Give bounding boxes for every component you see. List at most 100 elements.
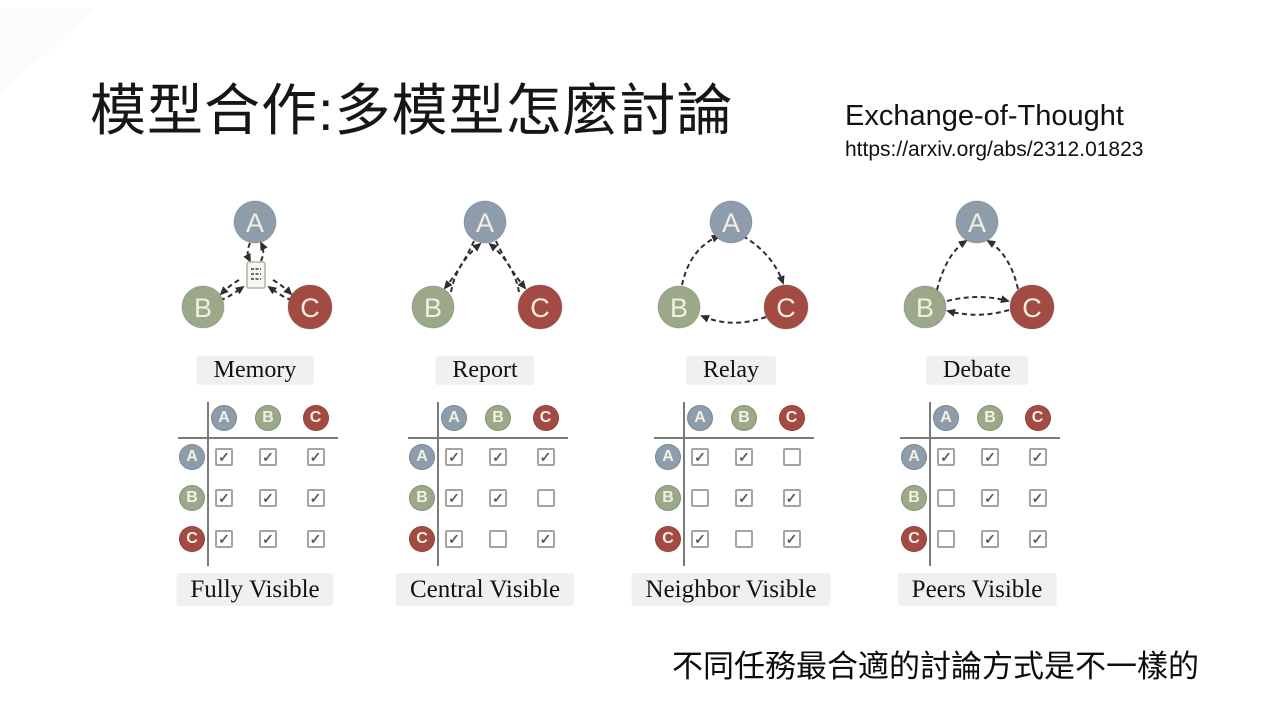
visibility-matrix: A B C A ✓ ✓ B ✓ ✓ C ✓ ✓	[620, 400, 842, 576]
edge-c-to-hub	[267, 285, 293, 301]
memory-pad-icon	[246, 261, 266, 289]
visibility-matrix: A B C A ✓ ✓ ✓ B ✓ ✓ C ✓ ✓	[374, 400, 596, 576]
mode-label: Relay	[686, 356, 776, 385]
node-b-label: B	[194, 293, 212, 323]
edge-b-to-a	[681, 234, 721, 286]
matrix-col-badge-c: C	[302, 405, 329, 431]
matrix-vline	[683, 402, 685, 566]
edge-c-to-b	[700, 315, 767, 324]
edge-b-to-a	[450, 242, 482, 293]
matrix-cell	[937, 529, 955, 548]
matrix-col-badge-c: C	[778, 405, 805, 431]
node-a	[709, 200, 753, 244]
matrix-row-badge-b: B	[655, 484, 681, 511]
matrix-row-badge-c: C	[179, 525, 205, 552]
matrix-col-badge-b: B	[731, 405, 757, 431]
edge-hub-to-c	[272, 279, 293, 296]
matrix-cell: ✓	[937, 447, 955, 466]
matrix-cell: ✓	[215, 488, 233, 507]
node-b	[181, 285, 225, 329]
edge-hub-to-b	[219, 279, 240, 296]
node-c-label: C	[776, 293, 796, 323]
matrix-cell: ✓	[981, 529, 999, 548]
edge-c-to-b	[946, 308, 1010, 317]
edges-debate	[936, 239, 1019, 317]
matrix-col-badge-a: A	[687, 405, 713, 431]
node-a	[955, 200, 999, 244]
matrix-col-badge-b: B	[977, 405, 1003, 431]
visibility-matrix: A B C A ✓ ✓ ✓ B ✓ ✓ ✓ C ✓ ✓ ✓	[144, 400, 366, 576]
edge-b-to-c	[946, 295, 1010, 304]
matrix-col-badge-a: A	[441, 405, 467, 431]
matrix-cell: ✓	[306, 488, 325, 507]
matrix-col-badge-b: B	[255, 405, 281, 431]
node-c	[287, 284, 333, 330]
matrix-cell	[735, 529, 753, 548]
panel-relay: A B C Relay A B C A ✓ ✓ B ✓ ✓ C ✓	[620, 0, 842, 620]
matrix-hline	[654, 437, 814, 439]
matrix-row-badge-c: C	[901, 525, 927, 552]
matrix-row-badge-c: C	[409, 525, 435, 552]
matrix-cell: ✓	[306, 447, 325, 466]
matrix-cell: ✓	[782, 488, 801, 507]
matrix-cell: ✓	[735, 447, 753, 466]
matrix-row-badge-b: B	[901, 484, 927, 511]
matrix-cell: ✓	[981, 447, 999, 466]
node-a-label: A	[476, 208, 494, 238]
matrix-cell	[937, 488, 955, 507]
mode-label: Memory	[196, 356, 314, 385]
matrix-row-badge-a: A	[409, 443, 435, 470]
matrix-cell: ✓	[735, 488, 753, 507]
matrix-vline	[207, 402, 209, 566]
slide-footnote: 不同任務最合適的討論方式是不一樣的	[672, 649, 1199, 684]
matrix-row-badge-a: A	[179, 443, 205, 470]
matrix-hline	[408, 437, 568, 439]
visibility-label: Fully Visible	[176, 573, 334, 606]
matrix-row-badge-b: B	[409, 484, 435, 511]
matrix-cell: ✓	[691, 529, 709, 548]
relay-graph: A B C	[657, 200, 809, 330]
visibility-matrix: A B C A ✓ ✓ ✓ B ✓ ✓ C ✓ ✓	[866, 400, 1088, 576]
paper-link: https://arxiv.org/abs/2312.01823	[845, 138, 1144, 161]
matrix-cell: ✓	[259, 529, 277, 548]
matrix-cell: ✓	[536, 447, 555, 466]
matrix-cell: ✓	[1028, 529, 1047, 548]
edges-relay	[681, 234, 785, 324]
matrix-col-badge-a: A	[933, 405, 959, 431]
matrix-cell: ✓	[691, 447, 709, 466]
matrix-row-badge-c: C	[655, 525, 681, 552]
matrix-row-badge-a: A	[655, 443, 681, 470]
matrix-cell: ✓	[215, 529, 233, 548]
node-b	[903, 285, 947, 329]
matrix-cell	[489, 529, 507, 548]
node-a-label: A	[246, 208, 264, 238]
node-c-label: C	[1022, 293, 1042, 323]
matrix-hline	[178, 437, 338, 439]
node-a	[463, 200, 507, 244]
panel-debate: A B C Debate A B C A ✓ ✓ ✓ B ✓ ✓ C	[866, 0, 1088, 620]
matrix-cell: ✓	[306, 529, 325, 548]
edge-c-to-a	[488, 242, 520, 293]
slide-title: 模型合作:多模型怎麼討論	[90, 79, 734, 142]
node-b-label: B	[670, 293, 688, 323]
matrix-cell: ✓	[536, 529, 555, 548]
matrix-cell	[536, 488, 555, 507]
matrix-cell: ✓	[445, 447, 463, 466]
matrix-hline	[900, 437, 1060, 439]
node-c	[1009, 284, 1055, 330]
matrix-cell: ✓	[489, 447, 507, 466]
node-b-label: B	[916, 293, 934, 323]
matrix-cell: ✓	[981, 488, 999, 507]
matrix-col-badge-c: C	[1024, 405, 1051, 431]
edges-report	[443, 240, 527, 293]
mode-label: Report	[435, 356, 535, 385]
mode-label: Debate	[926, 356, 1028, 385]
matrix-cell	[782, 447, 801, 466]
edge-a-to-c	[742, 235, 785, 285]
matrix-cell	[691, 488, 709, 507]
matrix-col-badge-c: C	[532, 405, 559, 431]
node-c	[517, 284, 563, 330]
visibility-label: Neighbor Visible	[631, 573, 831, 606]
edge-a-to-hub	[243, 242, 251, 263]
edge-b-to-hub	[219, 285, 245, 301]
